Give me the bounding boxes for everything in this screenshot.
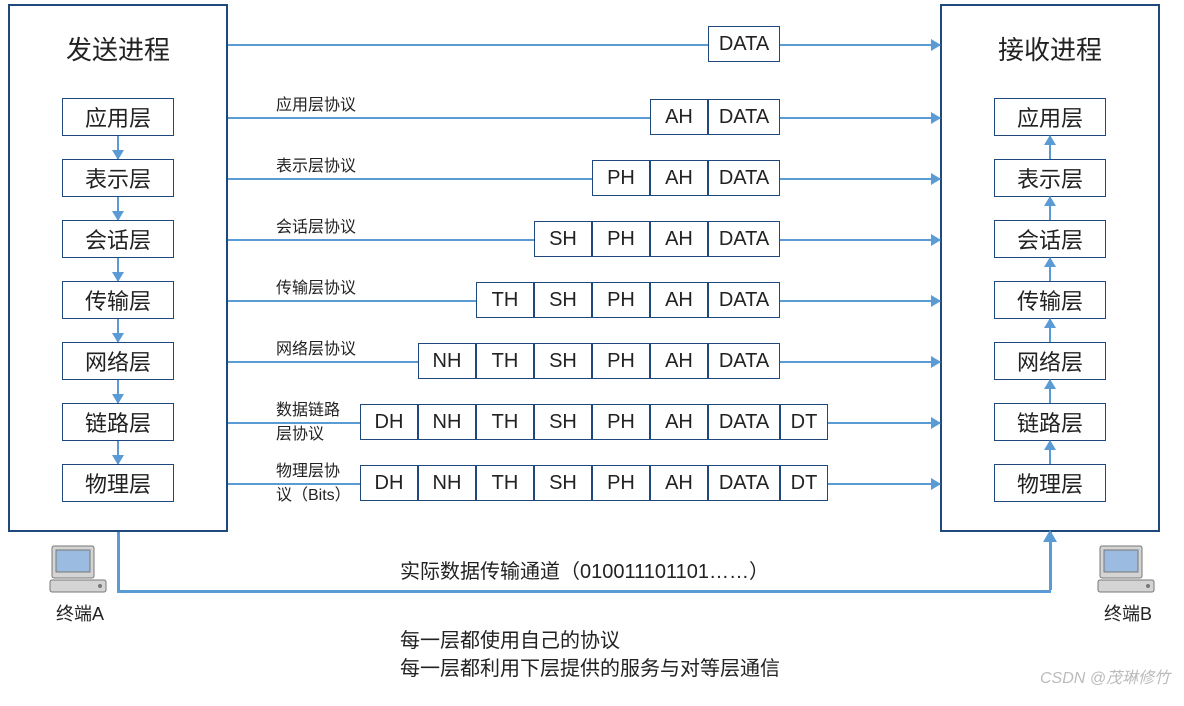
seg-row6-4: PH: [592, 404, 650, 440]
seg-row3-1: PH: [592, 221, 650, 257]
receiver-layer-0: 应用层: [994, 98, 1106, 136]
receiver-layer-6: 物理层: [994, 464, 1106, 502]
sender-layer-0: 应用层: [62, 98, 174, 136]
seg-row6-3: SH: [534, 404, 592, 440]
receiver-up-arrow-0: [1049, 136, 1051, 159]
h-arrow-row-1: [228, 117, 940, 119]
seg-row7-5: AH: [650, 465, 708, 501]
sender-layer-1: 表示层: [62, 159, 174, 197]
receiver-layer-3: 传输层: [994, 281, 1106, 319]
path-right-up-head: [1043, 530, 1057, 542]
sender-down-arrow-2: [117, 258, 119, 281]
sender-down-arrow-1: [117, 197, 119, 220]
receiver-layer-1: 表示层: [994, 159, 1106, 197]
seg-row7-4: PH: [592, 465, 650, 501]
computer-icon-a: [48, 544, 110, 596]
seg-row6-5: AH: [650, 404, 708, 440]
seg-row6-2: TH: [476, 404, 534, 440]
seg-row2-2: DATA: [708, 160, 780, 196]
receiver-up-arrow-3: [1049, 319, 1051, 342]
watermark: CSDN @茂琳修竹: [1040, 664, 1170, 688]
seg-row3-2: AH: [650, 221, 708, 257]
proto-label-row-5: 网络层协议: [276, 335, 356, 359]
seg-row7-2: TH: [476, 465, 534, 501]
receiver-up-arrow-2: [1049, 258, 1051, 281]
seg-row5-0: NH: [418, 343, 476, 379]
sender-down-arrow-5: [117, 441, 119, 464]
seg-row4-1: SH: [534, 282, 592, 318]
seg-row1-0: AH: [650, 99, 708, 135]
seg-row2-0: PH: [592, 160, 650, 196]
receiver-up-arrow-1: [1049, 197, 1051, 220]
h-arrow-row-2: [228, 178, 940, 180]
caption-2: 每一层都利用下层提供的服务与对等层通信: [400, 652, 780, 681]
sender-layer-5: 链路层: [62, 403, 174, 441]
caption-1: 每一层都使用自己的协议: [400, 624, 620, 653]
seg-row4-3: AH: [650, 282, 708, 318]
terminal-b-label: 终端B: [1088, 600, 1168, 626]
seg-row7-6: DATA: [708, 465, 780, 501]
seg-row7-trailer: DT: [780, 465, 828, 501]
seg-row5-1: TH: [476, 343, 534, 379]
seg-row7-0: DH: [360, 465, 418, 501]
receiver-up-arrow-4: [1049, 380, 1051, 403]
seg-row0-0: DATA: [708, 26, 780, 62]
seg-row7-3: SH: [534, 465, 592, 501]
receiver-title: 接收进程: [942, 30, 1158, 67]
computer-icon-b: [1096, 544, 1158, 596]
seg-row3-3: DATA: [708, 221, 780, 257]
seg-row3-0: SH: [534, 221, 592, 257]
seg-row5-5: DATA: [708, 343, 780, 379]
sender-layer-2: 会话层: [62, 220, 174, 258]
seg-row5-3: PH: [592, 343, 650, 379]
sender-layer-3: 传输层: [62, 281, 174, 319]
terminal-a-label: 终端A: [40, 600, 120, 626]
receiver-up-arrow-5: [1049, 441, 1051, 464]
h-arrow-row-0: [228, 44, 940, 46]
sender-down-arrow-4: [117, 380, 119, 403]
seg-row6-6: DATA: [708, 404, 780, 440]
receiver-layer-2: 会话层: [994, 220, 1106, 258]
receiver-layer-5: 链路层: [994, 403, 1106, 441]
seg-row4-2: PH: [592, 282, 650, 318]
channel-label: 实际数据传输通道（010011101101……）: [400, 555, 769, 584]
seg-row6-trailer: DT: [780, 404, 828, 440]
sender-down-arrow-0: [117, 136, 119, 159]
proto-label-row-3: 会话层协议: [276, 213, 356, 237]
seg-row4-0: TH: [476, 282, 534, 318]
seg-row1-1: DATA: [708, 99, 780, 135]
proto-label-row-7: 物理层协 议（Bits）: [276, 457, 351, 505]
path-horizontal: [117, 590, 1051, 593]
proto-label-row-2: 表示层协议: [276, 152, 356, 176]
seg-row5-4: AH: [650, 343, 708, 379]
proto-label-row-1: 应用层协议: [276, 91, 356, 115]
seg-row5-2: SH: [534, 343, 592, 379]
proto-label-row-4: 传输层协议: [276, 274, 356, 298]
sender-layer-4: 网络层: [62, 342, 174, 380]
seg-row6-0: DH: [360, 404, 418, 440]
receiver-layer-4: 网络层: [994, 342, 1106, 380]
seg-row6-1: NH: [418, 404, 476, 440]
seg-row4-4: DATA: [708, 282, 780, 318]
sender-down-arrow-3: [117, 319, 119, 342]
sender-layer-6: 物理层: [62, 464, 174, 502]
seg-row7-1: NH: [418, 465, 476, 501]
sender-title: 发送进程: [10, 30, 226, 67]
proto-label-row-6: 数据链路 层协议: [276, 396, 340, 444]
path-left-down: [117, 532, 120, 590]
seg-row2-1: AH: [650, 160, 708, 196]
